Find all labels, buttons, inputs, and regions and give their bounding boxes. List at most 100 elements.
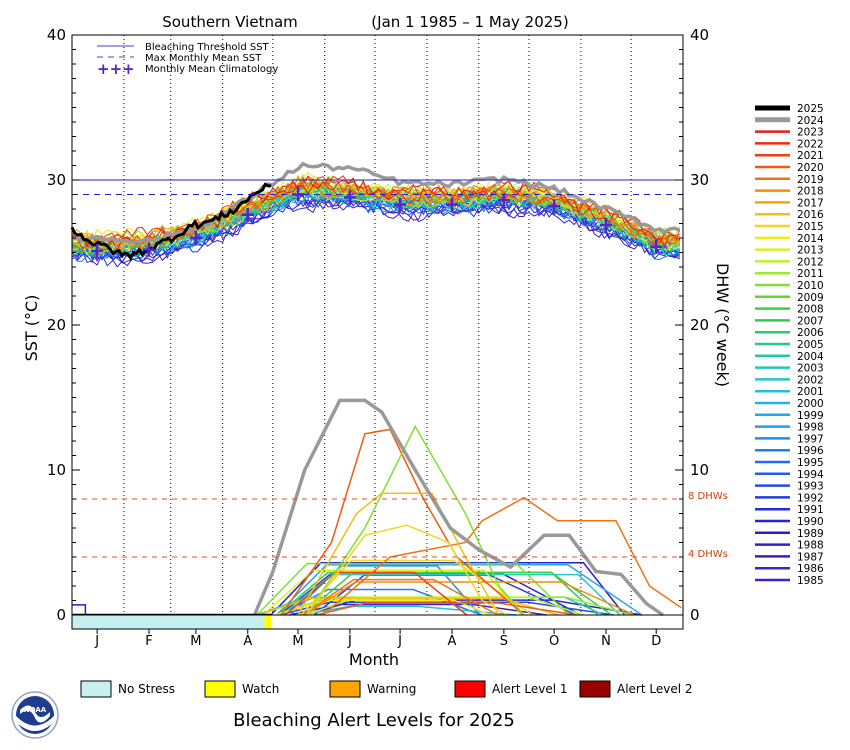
year-legend-label-1985: 1985 bbox=[797, 575, 824, 587]
year-legend-label-2025: 2025 bbox=[797, 103, 824, 115]
year-legend-label-2014: 2014 bbox=[797, 233, 824, 245]
y-tick-label-left: 10 bbox=[47, 461, 66, 479]
dhw-line-1997 bbox=[290, 565, 481, 616]
noaa-logo-text: NOAA bbox=[24, 706, 47, 714]
year-legend-label-2001: 2001 bbox=[797, 386, 824, 398]
y-tick-label-left: 30 bbox=[47, 171, 66, 189]
dhw-line-2012 bbox=[305, 596, 584, 616]
year-legend-label-1991: 1991 bbox=[797, 504, 824, 516]
dhw-line-2020 bbox=[315, 602, 578, 616]
year-legend-label-2022: 2022 bbox=[797, 138, 824, 150]
year-legend-label-2007: 2007 bbox=[797, 315, 824, 327]
dhw-line-2016 bbox=[257, 597, 559, 616]
y-tick-label-right: 0 bbox=[690, 606, 700, 624]
year-legend-label-1988: 1988 bbox=[797, 540, 824, 552]
year-legend-label-2024: 2024 bbox=[797, 115, 824, 127]
alert-legend-title: Bleaching Alert Levels for 2025 bbox=[233, 710, 515, 731]
sst-line-2024 bbox=[71, 161, 681, 245]
year-legend: 2025202420232022202120202019201820172016… bbox=[755, 103, 824, 587]
year-legend-label-1986: 1986 bbox=[797, 563, 824, 575]
alert-bar-no-stress bbox=[72, 615, 265, 629]
year-legend-label-1994: 1994 bbox=[797, 469, 824, 481]
year-legend-label-2018: 2018 bbox=[797, 186, 824, 198]
plot-area bbox=[72, 35, 683, 629]
year-legend-label-2004: 2004 bbox=[797, 351, 824, 363]
dhw-8-label: 8 DHWs bbox=[688, 491, 728, 502]
climatology-marker bbox=[548, 199, 561, 214]
noaa-logo: NOAA bbox=[11, 691, 59, 739]
climatology-marker bbox=[291, 187, 304, 202]
year-legend-label-2010: 2010 bbox=[797, 280, 824, 292]
reference-lines bbox=[72, 179, 683, 558]
dhw-line-2010 bbox=[256, 562, 570, 616]
dhw-line-2001 bbox=[300, 605, 517, 616]
dhw-line-2010-peak bbox=[305, 424, 525, 616]
sst-line-1996 bbox=[71, 190, 681, 262]
alert-legend-swatch bbox=[454, 680, 486, 698]
legend-mmm-label: Max Monthly Mean SST bbox=[145, 53, 262, 64]
sst-line-2025 bbox=[70, 182, 272, 262]
alert-legend-label: Alert Level 1 bbox=[492, 682, 568, 696]
x-tick-label: S bbox=[500, 634, 508, 649]
climatology-marker bbox=[650, 239, 663, 254]
year-legend-label-2003: 2003 bbox=[797, 363, 824, 375]
dhw-line-2013 bbox=[262, 569, 522, 616]
legend-climatology-label: Monthly Mean Climatology bbox=[145, 64, 278, 75]
year-legend-label-1998: 1998 bbox=[797, 422, 824, 434]
climatology-marker bbox=[394, 197, 407, 212]
alert-legend-swatch bbox=[204, 680, 236, 698]
year-legend-label-1992: 1992 bbox=[797, 492, 824, 504]
year-legend-label-1997: 1997 bbox=[797, 433, 824, 445]
x-tick-label: J bbox=[397, 634, 402, 649]
dhw-line-1999 bbox=[275, 564, 643, 616]
dhw-line-2018 bbox=[304, 581, 635, 616]
y-axis-title-left: SST (°C) bbox=[22, 295, 41, 362]
dhw-line-2015-peak bbox=[305, 524, 508, 616]
y-tick-label-left: 20 bbox=[47, 316, 66, 334]
axes: 0 0 10 10 20 20 30 30 40 40 J F M A M J J A S O N D bbox=[47, 26, 709, 649]
y-axis-title-right: DHW (°C week) bbox=[713, 263, 732, 387]
x-tick-label: N bbox=[601, 634, 611, 649]
year-legend-label-2012: 2012 bbox=[797, 256, 824, 268]
x-tick-label: O bbox=[549, 634, 559, 649]
sst-series-group bbox=[70, 161, 681, 268]
year-legend-label-1993: 1993 bbox=[797, 481, 824, 493]
climatology-marker bbox=[445, 197, 458, 212]
dhw-line-early-jan bbox=[72, 604, 87, 615]
year-legend-label-2011: 2011 bbox=[797, 268, 824, 280]
year-legend-label-2023: 2023 bbox=[797, 127, 824, 139]
x-axis-title: Month bbox=[349, 650, 399, 669]
climatology-marker bbox=[497, 193, 510, 208]
climatology-marker bbox=[91, 244, 104, 259]
year-legend-label-2019: 2019 bbox=[797, 174, 824, 186]
y-tick-label-right: 40 bbox=[690, 26, 709, 44]
year-legend-label-2015: 2015 bbox=[797, 221, 824, 233]
alert-legend-swatch bbox=[80, 680, 112, 698]
x-tick-label: J bbox=[347, 634, 352, 649]
year-legend-label-2021: 2021 bbox=[797, 150, 824, 162]
year-legend-label-1989: 1989 bbox=[797, 528, 824, 540]
dhw-line-2016-peak bbox=[297, 492, 500, 616]
climatology-marker bbox=[599, 217, 612, 232]
sst-line-2003 bbox=[71, 187, 681, 259]
dhw-line-2002 bbox=[280, 573, 621, 616]
year-legend-label-2000: 2000 bbox=[797, 398, 824, 410]
year-legend-label-1999: 1999 bbox=[797, 410, 824, 422]
y-tick-label-right: 10 bbox=[690, 461, 709, 479]
year-legend-label-2002: 2002 bbox=[797, 374, 824, 386]
x-tick-label: M bbox=[190, 634, 201, 649]
year-legend-label-2016: 2016 bbox=[797, 209, 824, 221]
year-legend-label-2006: 2006 bbox=[797, 327, 824, 339]
alert-legend-label: No Stress bbox=[118, 682, 175, 696]
climatology-marker bbox=[241, 207, 254, 222]
year-legend-label-2013: 2013 bbox=[797, 245, 824, 257]
chart-title: Southern Vietnam bbox=[162, 13, 298, 31]
chart-date-range: (Jan 1 1985 – 1 May 2025) bbox=[371, 13, 568, 31]
y-tick-label-left: 0 bbox=[56, 606, 66, 624]
alert-legend-swatch bbox=[579, 680, 611, 698]
climatology-marker bbox=[143, 242, 156, 257]
year-legend-label-1995: 1995 bbox=[797, 457, 824, 469]
year-legend-label-2020: 2020 bbox=[797, 162, 824, 174]
alert-legend-label: Warning bbox=[367, 682, 416, 696]
